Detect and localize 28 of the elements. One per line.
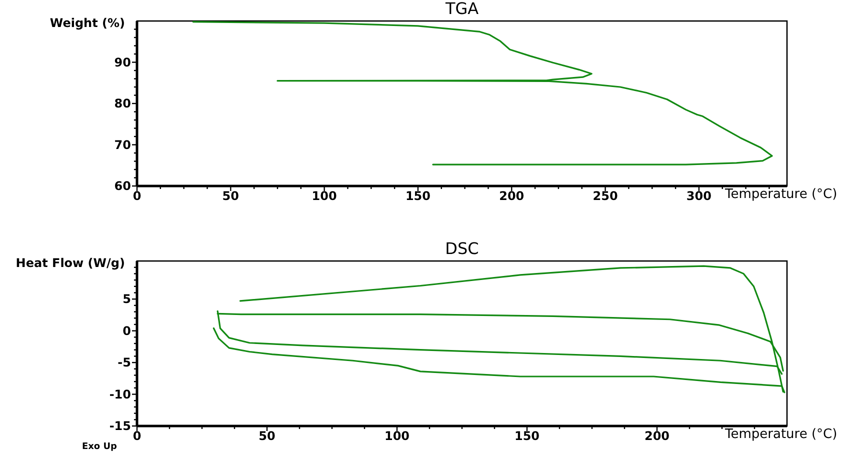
x-tick-label: 200	[644, 429, 670, 443]
x-tick-label: 50	[258, 429, 276, 443]
text: Exo Up	[82, 442, 118, 452]
y-tick-label: -10	[109, 387, 131, 402]
y-tick-label: 70	[114, 138, 131, 152]
x-tick-label: 150	[514, 429, 540, 443]
y-tick-label: 80	[114, 96, 131, 110]
y-tick-label: 0	[122, 324, 131, 338]
x-axis-title: Temperature (°C)	[724, 427, 838, 442]
x-tick-label: 300	[686, 189, 712, 203]
x-tick-label: 0	[132, 429, 142, 443]
y-tick-label: 90	[114, 55, 131, 70]
x-axis-title: Temperature (°C)	[724, 187, 838, 202]
x-tick-label: 100	[384, 429, 410, 443]
y-axis-title: Weight (%)	[50, 16, 125, 30]
x-tick-label: 250	[592, 189, 618, 203]
x-tick-label: 100	[312, 189, 337, 203]
y-tick-label: -5	[118, 356, 131, 370]
x-tick-label: 50	[222, 189, 240, 203]
y-tick-label: 5	[122, 292, 131, 306]
x-tick-label: 200	[499, 189, 524, 203]
y-tick-label: 60	[114, 179, 131, 193]
y-tick-label: -15	[109, 419, 131, 433]
chart-title: TGA	[444, 0, 479, 18]
chart-title: DSC	[445, 239, 479, 258]
x-tick-label: 150	[405, 189, 431, 203]
x-tick-label: 0	[132, 189, 142, 203]
y-axis-title: Heat Flow (W/g)	[16, 256, 125, 270]
